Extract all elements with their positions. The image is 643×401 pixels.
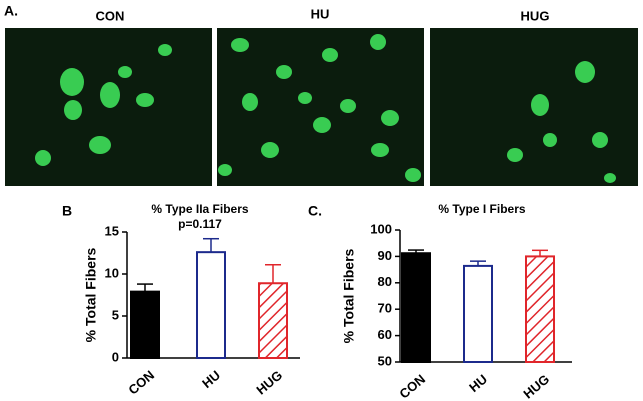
y-tick-label: 90 <box>378 248 392 263</box>
panel-label: B <box>62 203 72 219</box>
bar <box>525 255 555 363</box>
y-tick-label: 70 <box>378 301 392 316</box>
y-tick-label: 60 <box>378 327 392 342</box>
bar <box>401 252 431 363</box>
chart-title: % Type I Fibers <box>438 202 525 216</box>
y-tick-label: 5 <box>112 307 119 322</box>
annotation: p=0.117 <box>178 217 222 231</box>
bar <box>130 290 160 360</box>
bar <box>463 264 493 363</box>
y-axis-label: % Total Fibers <box>341 248 357 343</box>
y-axis-label: % Total Fibers <box>83 247 99 342</box>
bar <box>196 251 226 359</box>
x-tick-label: CON <box>125 367 157 397</box>
y-tick-label: 15 <box>105 223 119 238</box>
y-tick-label: 100 <box>370 221 392 236</box>
x-tick-label: HU <box>466 371 490 395</box>
image-label: CON <box>96 8 125 23</box>
x-tick-label: HUG <box>253 367 285 397</box>
panel-label: C. <box>308 203 322 219</box>
y-tick-label: 50 <box>378 353 392 368</box>
x-tick-label: HU <box>199 367 223 391</box>
y-tick-label: 10 <box>105 265 119 280</box>
chart-title: % Type IIa Fibers <box>151 202 248 216</box>
bar <box>258 282 288 359</box>
x-tick-label: CON <box>396 371 428 401</box>
image-label: HU <box>311 6 330 21</box>
panel-label: A. <box>4 3 18 19</box>
x-tick-label: HUG <box>520 371 552 401</box>
y-tick-label: 80 <box>378 274 392 289</box>
image-label: HUG <box>521 8 550 23</box>
micrograph <box>5 28 638 186</box>
y-tick-label: 0 <box>112 349 119 364</box>
